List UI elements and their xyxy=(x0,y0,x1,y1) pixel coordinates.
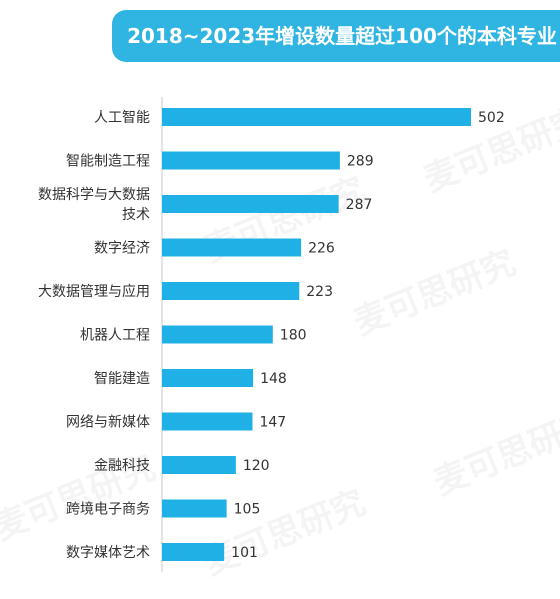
bar xyxy=(162,325,273,344)
data-label: 101 xyxy=(231,545,258,561)
data-label: 289 xyxy=(347,154,374,170)
category-label: 机器人工程 xyxy=(80,328,150,344)
bar xyxy=(162,369,254,387)
category-label: 人工智能 xyxy=(94,110,150,126)
watermark-text: 麦可思研究 xyxy=(198,483,371,584)
bar xyxy=(162,499,227,518)
bar xyxy=(162,412,253,431)
category-label: 数字媒体艺术 xyxy=(66,545,150,561)
category-label: 跨境电子商务 xyxy=(66,502,150,518)
category-label: 智能建造 xyxy=(94,371,150,387)
title-banner: 2018~2023年增设数量超过100个的本科专业 xyxy=(112,10,560,62)
data-label: 502 xyxy=(478,110,505,126)
data-label: 226 xyxy=(308,241,335,257)
data-label: 120 xyxy=(243,458,270,474)
category-label: 网络与新媒体 xyxy=(66,415,150,431)
data-label: 223 xyxy=(306,284,333,300)
category-label-line: 人工智能 xyxy=(94,110,150,126)
category-label-line: 数据科学与大数据 xyxy=(38,187,150,203)
category-label-line: 跨境电子商务 xyxy=(66,502,150,518)
bar xyxy=(162,282,300,300)
bar xyxy=(162,456,236,474)
category-label-line: 网络与新媒体 xyxy=(66,415,150,431)
category-label-line: 技术 xyxy=(122,207,150,223)
data-label: 180 xyxy=(280,328,307,344)
category-label-line: 智能制造工程 xyxy=(66,154,150,170)
data-label: 105 xyxy=(234,502,261,518)
category-label-line: 大数据管理与应用 xyxy=(38,283,150,300)
category-label: 智能制造工程 xyxy=(66,154,150,170)
bar xyxy=(162,108,471,126)
bar xyxy=(162,238,302,257)
data-label: 147 xyxy=(259,415,286,431)
watermark-text: 麦可思研究 xyxy=(348,243,521,344)
category-label-line: 金融科技 xyxy=(94,458,150,474)
category-label-line: 智能建造 xyxy=(94,371,150,387)
category-label: 数字经济 xyxy=(94,241,150,257)
bar xyxy=(162,195,339,213)
watermark-text: 麦可思研究 xyxy=(428,403,560,504)
category-label: 数据科学与大数据技术 xyxy=(38,187,150,223)
category-label: 大数据管理与应用 xyxy=(38,283,150,300)
chart-title: 2018~2023年增设数量超过100个的本科专业 xyxy=(127,24,557,48)
bar xyxy=(162,543,225,561)
data-label: 287 xyxy=(346,197,373,213)
category-label-line: 机器人工程 xyxy=(80,328,150,344)
data-label: 148 xyxy=(260,371,287,387)
category-label-line: 数字经济 xyxy=(94,241,150,257)
bar xyxy=(162,151,340,170)
category-label: 金融科技 xyxy=(94,458,150,474)
category-label-line: 数字媒体艺术 xyxy=(66,545,150,561)
